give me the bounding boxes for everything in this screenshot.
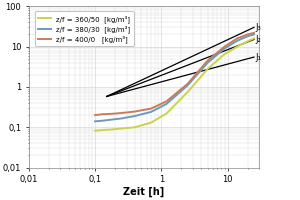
X-axis label: Zeit [h]: Zeit [h]	[123, 187, 165, 197]
Text: J₂: J₂	[255, 35, 261, 44]
Text: J₃: J₃	[255, 23, 261, 32]
Legend: z/f = 360/50  [kg/m³], z/f = 380/30  [kg/m³], z/f = 400/0   [kg/m³]: z/f = 360/50 [kg/m³], z/f = 380/30 [kg/m…	[34, 11, 134, 46]
Text: J₁: J₁	[255, 53, 261, 62]
